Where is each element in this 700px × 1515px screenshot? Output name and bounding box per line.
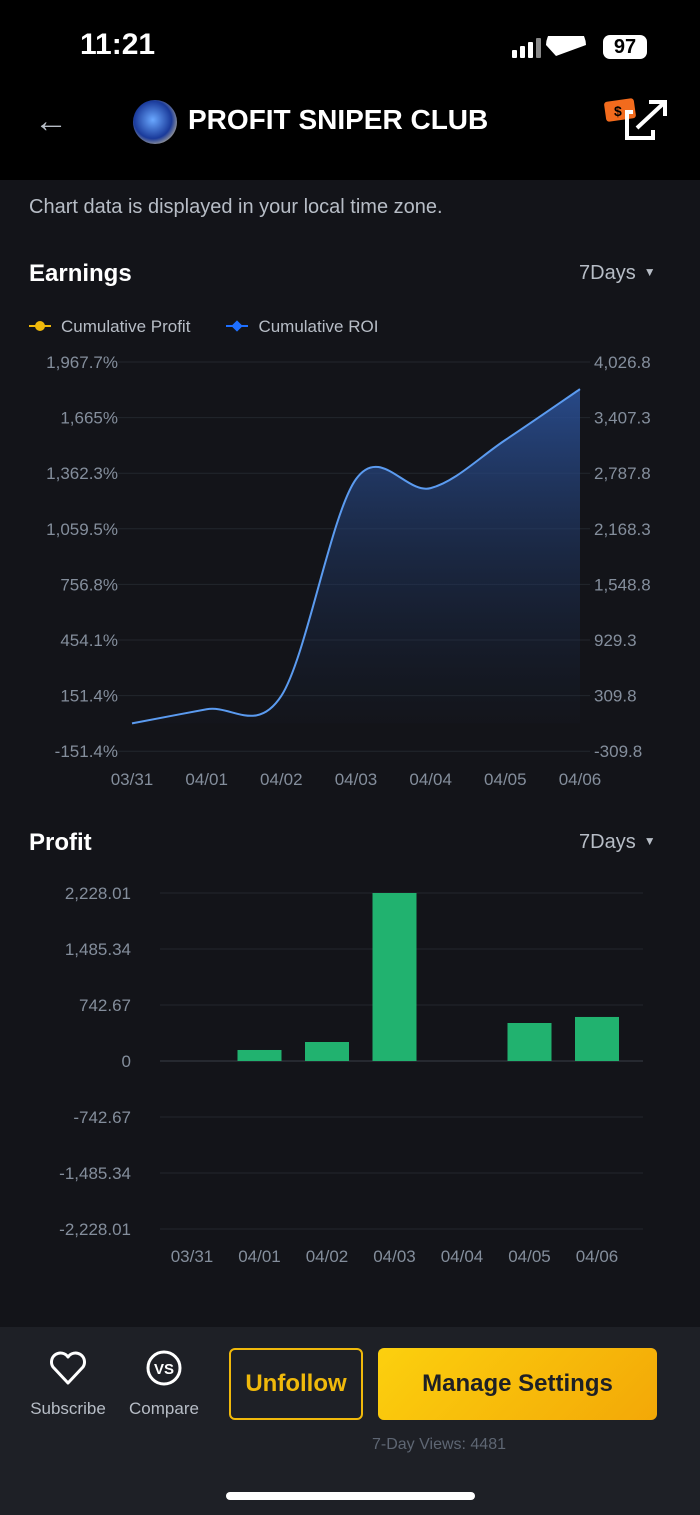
views-count: 7-Day Views: 4481 [372, 1436, 506, 1453]
right-tick-label: 4,026.8 [594, 353, 651, 372]
x-tick-label: 04/01 [185, 770, 228, 789]
left-tick-label: 151.4% [60, 687, 118, 706]
svg-text:VS: VS [154, 1361, 174, 1378]
profit-marker-icon [29, 321, 51, 331]
x-tick-label: 04/06 [576, 1247, 619, 1266]
profit-bar [372, 893, 417, 1061]
y-tick-label: -2,228.01 [59, 1220, 131, 1239]
profit-bar [237, 1049, 282, 1061]
range-label: 7Days [579, 262, 636, 284]
y-tick-label: 2,228.01 [65, 884, 131, 903]
earnings-chart: 1,967.7% 4,026.8 1,665% 3,407.3 1,362.3% 2,78… [46, 353, 651, 789]
left-tick-label: 1,665% [60, 409, 118, 428]
svg-text:$: $ [614, 103, 622, 119]
y-tick-label: 742.67 [79, 996, 131, 1015]
right-tick-label: 1,548.8 [594, 575, 651, 594]
page-title: PROFIT SNIPER CLUB [188, 104, 489, 135]
caret-down-icon: ▼ [643, 265, 656, 279]
heart-icon [50, 1351, 86, 1385]
x-tick-label: 04/05 [484, 770, 527, 789]
x-tick-label: 04/02 [260, 770, 303, 789]
arrow-left-icon[interactable]: ← [34, 102, 68, 140]
profit-bar [575, 1016, 619, 1061]
y-tick-label: 1,485.34 [65, 940, 131, 959]
signal-wifi-icon [512, 36, 586, 58]
profit-title: Profit [29, 829, 92, 856]
left-tick-label: -151.4% [55, 742, 118, 761]
left-tick-label: 756.8% [60, 575, 118, 594]
x-tick-label: 04/04 [441, 1247, 484, 1266]
left-tick-label: 454.1% [60, 631, 118, 650]
manage-settings-button[interactable]: Manage Settings [378, 1348, 657, 1420]
x-tick-label: 04/04 [409, 770, 452, 789]
earnings-title: Earnings [29, 260, 132, 287]
legend-profit[interactable]: Cumulative Profit [29, 317, 190, 337]
x-tick-label: 03/31 [111, 770, 154, 789]
subscribe-button[interactable]: Subscribe [28, 1348, 108, 1419]
compare-label: Compare [129, 1399, 199, 1418]
home-indicator[interactable] [226, 1492, 475, 1500]
x-tick-label: 04/05 [508, 1247, 551, 1266]
roi-line [131, 388, 581, 725]
share-external-icon[interactable]: $ [603, 98, 673, 142]
subscribe-label: Subscribe [30, 1399, 106, 1418]
y-tick-label: -742.67 [73, 1108, 131, 1127]
right-tick-label: 309.8 [594, 687, 637, 706]
legend-label: Cumulative Profit [61, 317, 191, 336]
x-tick-label: 04/03 [335, 770, 378, 789]
unfollow-button[interactable]: Unfollow [229, 1348, 363, 1420]
x-tick-label: 04/02 [306, 1247, 349, 1266]
compare-button[interactable]: VS Compare [124, 1348, 204, 1419]
profit-range-select[interactable]: 7Days ▼ [579, 831, 656, 854]
status-time: 11:21 [80, 28, 156, 61]
roi-marker-icon [226, 325, 249, 327]
x-tick-label: 04/03 [373, 1247, 416, 1266]
y-tick-label: -1,485.34 [59, 1164, 131, 1183]
club-logo [133, 100, 177, 144]
right-tick-label: 2,787.8 [594, 464, 651, 483]
right-tick-label: 929.3 [594, 631, 637, 650]
right-tick-label: -309.8 [594, 742, 642, 761]
legend-roi[interactable]: Cumulative ROI [226, 317, 378, 337]
timezone-note: Chart data is displayed in your local ti… [29, 196, 443, 218]
range-label: 7Days [579, 831, 636, 853]
left-tick-label: 1,059.5% [46, 520, 118, 539]
legend-label: Cumulative ROI [258, 317, 379, 336]
earnings-range-select[interactable]: 7Days ▼ [579, 262, 656, 285]
caret-down-icon: ▼ [643, 834, 656, 848]
battery-indicator: 97 [603, 35, 647, 59]
right-tick-label: 2,168.3 [594, 520, 651, 539]
x-tick-label: 04/06 [559, 770, 602, 789]
profit-chart: 2,228.01 1,485.34 742.67 0 -742.67 -1,485.34 -… [59, 884, 643, 1266]
left-tick-label: 1,362.3% [46, 464, 118, 483]
vs-icon: VS [146, 1350, 182, 1386]
right-tick-label: 3,407.3 [594, 409, 651, 428]
profit-bar [507, 1022, 552, 1061]
status-bar [0, 0, 700, 180]
y-tick-label: 0 [122, 1052, 131, 1071]
x-tick-label: 03/31 [171, 1247, 214, 1266]
left-tick-label: 1,967.7% [46, 353, 118, 372]
chart-legend: Cumulative Profit Cumulative ROI [29, 317, 378, 337]
roi-area [132, 389, 580, 724]
x-tick-label: 04/01 [238, 1247, 281, 1266]
profit-bar [305, 1041, 349, 1061]
